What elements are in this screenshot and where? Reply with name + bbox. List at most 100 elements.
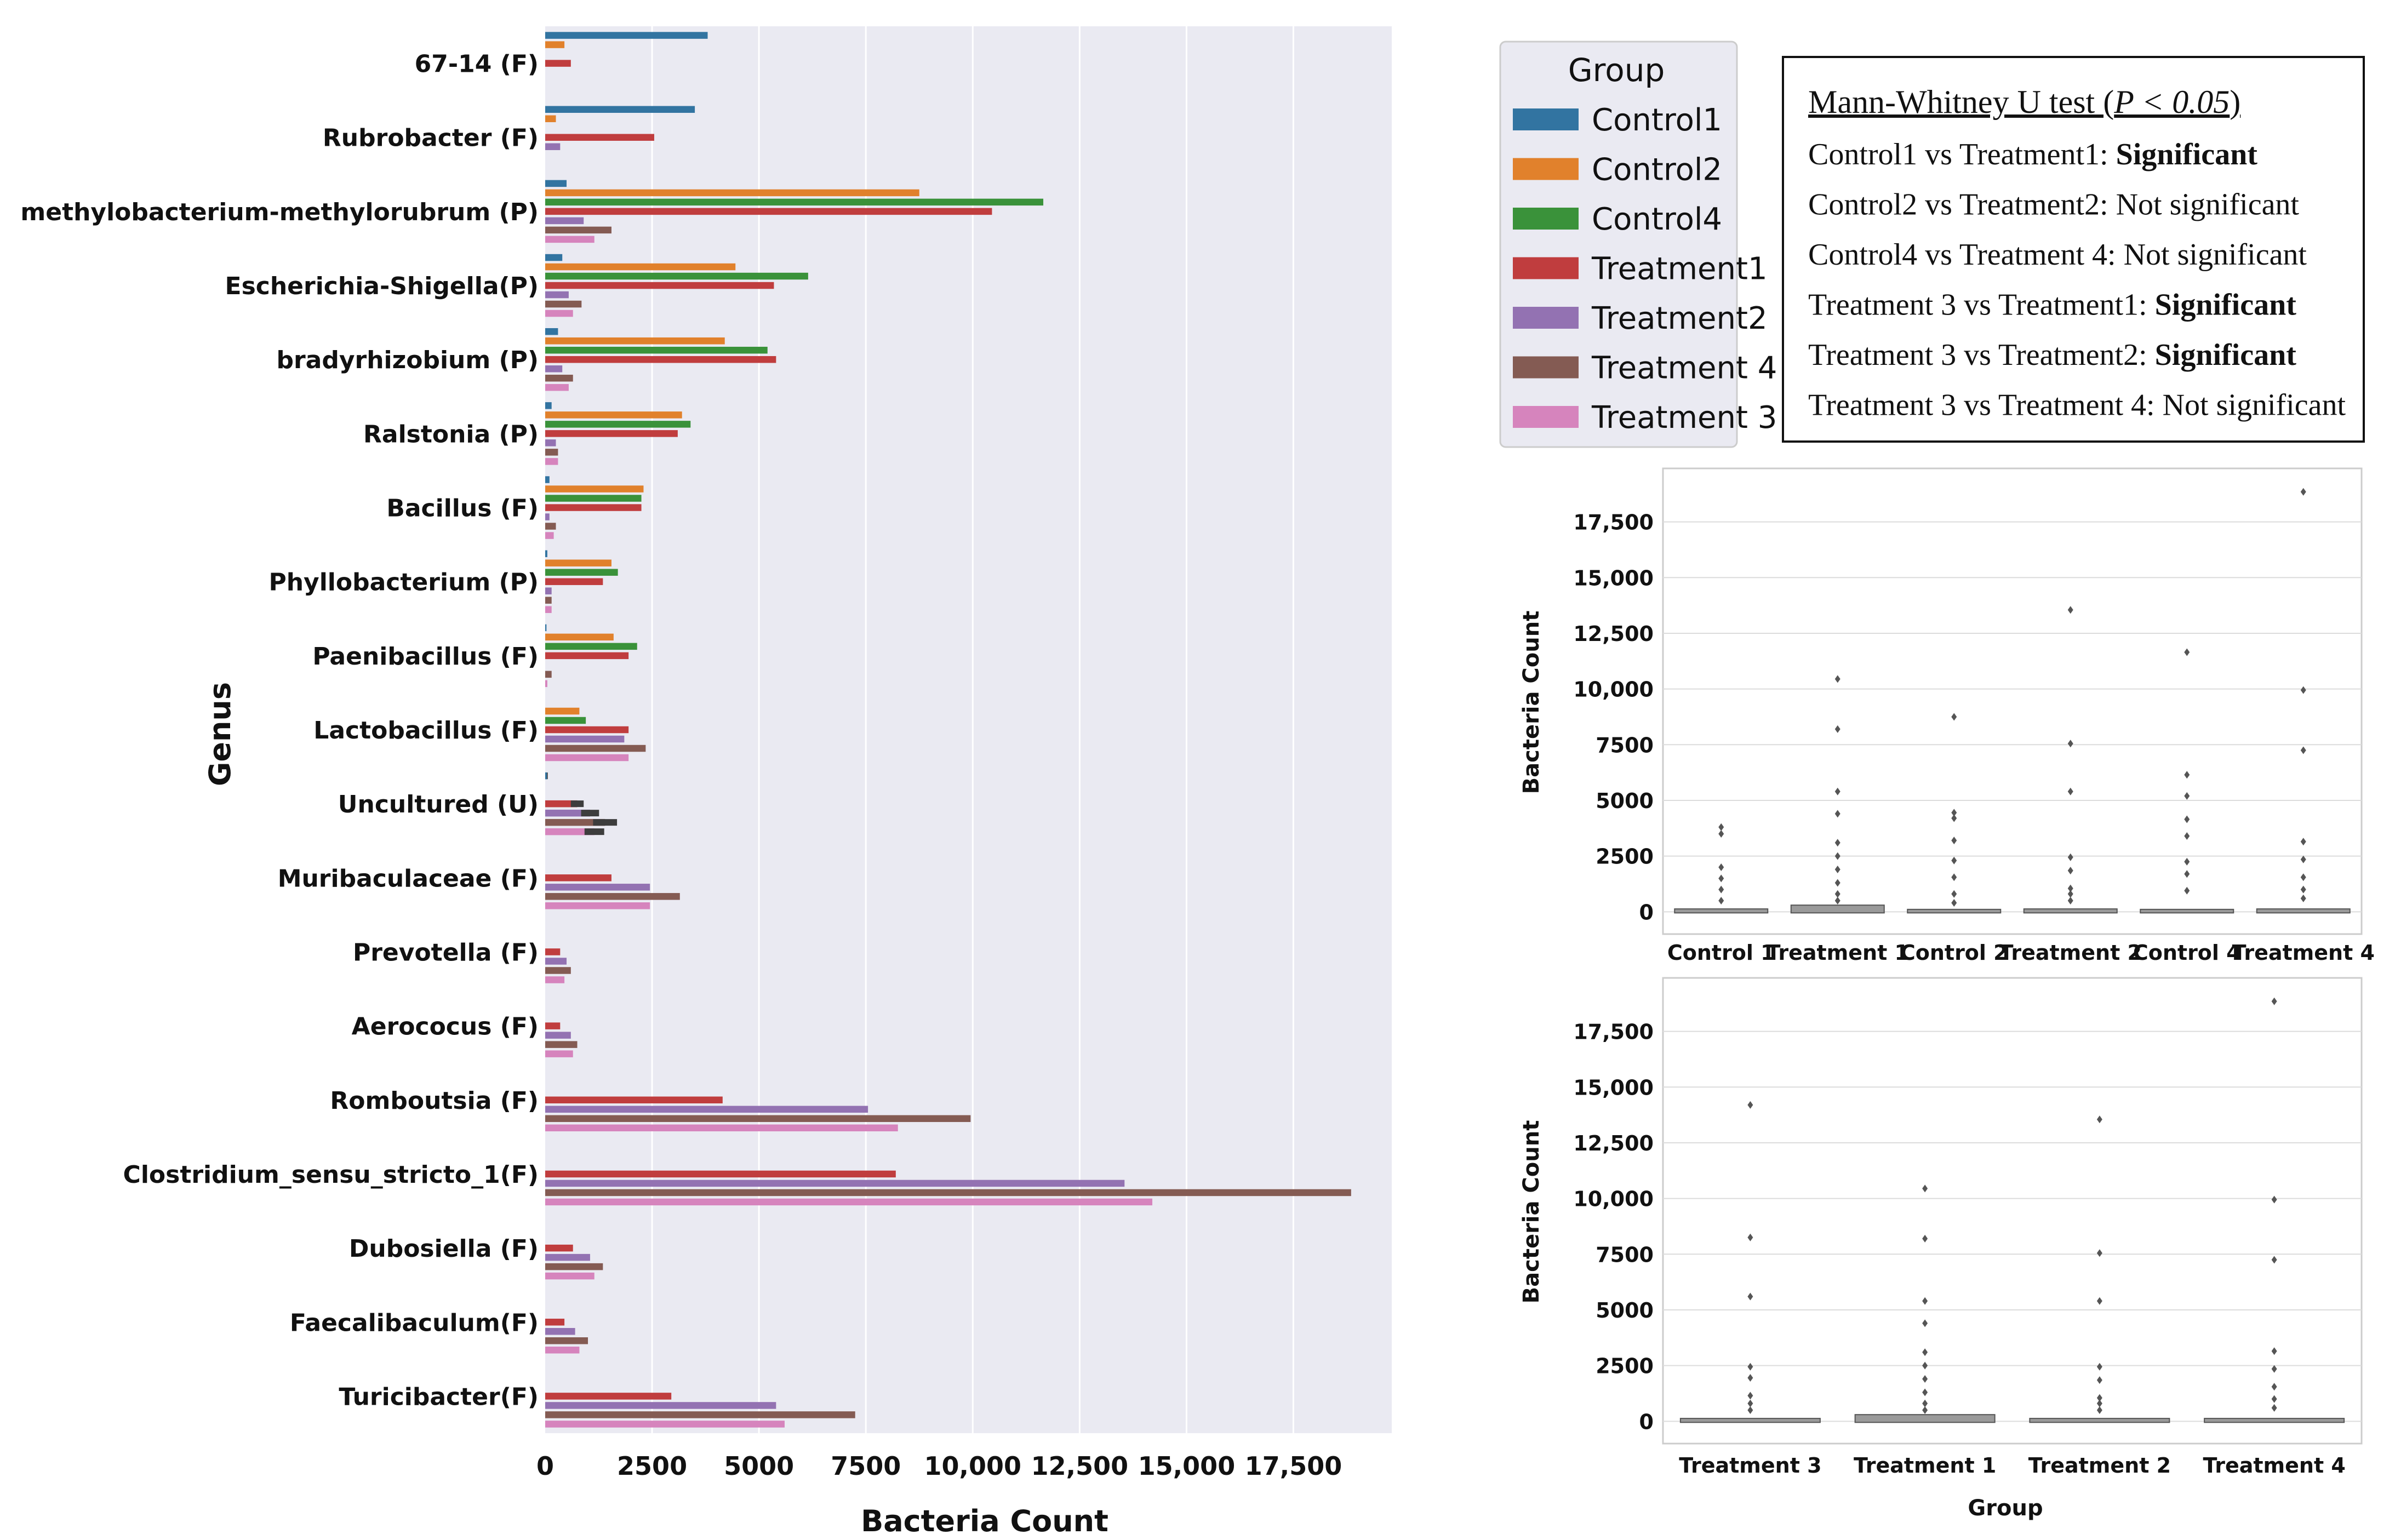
box1-outlier-control-2 [1951,814,1957,822]
box2-outlier-treatment-1 [1922,1361,1928,1370]
legend-label-treatment-3: Treatment 3 [1591,400,1777,436]
box2-outlier-treatment-4 [2271,1347,2277,1355]
stats-comparison: Control1 vs Treatment1: [1808,138,2116,171]
box1-y-tick: 7500 [1596,733,1654,757]
bar-treatment-3-lactobacillus-f [545,754,629,762]
stats-comparison-lines: Control1 vs Treatment1: SignificantContr… [1808,138,2346,422]
box2-outlier-treatment-4 [2271,1404,2277,1412]
box1-x-tick: Treatment 4 [2232,941,2375,965]
bar-control1-67-14-f [545,32,708,39]
box2-outlier-treatment-1 [1922,1388,1928,1396]
bar-treatment-4-uncultured-u [545,818,605,826]
box1-outlier-control-4 [2184,815,2190,823]
bar-control1-bacillus-f [545,476,550,483]
bar-chart-category-label: Prevotella (F) [353,938,539,966]
box1-outlier-treatment-4 [2300,885,2306,894]
bar-treatment-4-phyllobacterium-p [545,597,552,604]
box1-x-tick: Control 1 [1667,941,1775,965]
box1-outlier-control-1 [1718,863,1724,871]
bar-chart-category-label: Lactobacillus (F) [313,717,539,745]
box1-outlier-treatment-1 [1834,866,1840,874]
box1-outlier-control-4 [2184,886,2190,895]
boxplot-top-frame [1662,467,2363,935]
bar-treatment-4-prevotella-f [545,967,571,974]
bar-control1-methylobacterium-methylorubrum-p [545,180,567,187]
bar-control2-ralstonia-p [545,411,682,419]
box1-box-treatment-1 [1790,904,1885,914]
box2-y-tick: 12,500 [1573,1131,1654,1155]
bar-chart-x-tick: 17,500 [1245,1451,1342,1481]
box1-outlier-treatment-4 [2300,855,2306,863]
bar-treatment1-aerococus-f [545,1022,561,1029]
bar-control1-bradyrhizobium-p [545,328,558,335]
box2-outlier-treatment-2 [2096,1115,2102,1124]
bar-treatment2-lactobacillus-f [545,735,625,743]
stats-comparison: Treatment 3 vs Treatment 4: [1808,388,2163,422]
box1-outlier-treatment-1 [1834,725,1840,733]
boxplot-top-gridlines [1663,521,2362,913]
bar-treatment1-paenibacillus-f [545,652,629,660]
box2-outlier-treatment-2 [2096,1249,2102,1257]
bar-treatment-3-romboutsia-f [545,1124,898,1132]
bar-control1-escherichia-shigella-p [545,254,563,261]
boxplot-top: 0 2500 5000 7500 10,000 12,500 15,000 17,500 Co… [1519,467,2375,965]
box1-outlier-treatment-4 [2300,686,2306,694]
legend-swatch-control4 [1513,208,1579,230]
bar-treatment2-dubosiella-f [545,1253,590,1261]
legend-swatch-control1 [1513,108,1579,130]
box1-outlier-treatment-4 [2300,488,2306,496]
bar-treatment1-turicibacter-f [545,1393,672,1400]
stats-comparison: Treatment 3 vs Treatment2: [1808,338,2155,372]
box2-outlier-treatment-3 [1747,1292,1753,1301]
bar-control4-ralstonia-p [545,421,691,428]
box2-outlier-treatment-1 [1922,1184,1928,1193]
bar-control2-bacillus-f [545,485,644,493]
bar-treatment1-romboutsia-f [545,1096,723,1104]
box1-outlier-treatment-1 [1834,839,1840,847]
bar-treatment1-rubrobacter-f [545,134,654,141]
boxplot-bottom-x-axis-label: Group [1968,1496,2043,1521]
box1-outlier-treatment-4 [2300,873,2306,881]
legend-swatch-treatment-4 [1513,356,1579,379]
box2-outlier-treatment-4 [2271,997,2277,1005]
bar-control2-paenibacillus-f [545,633,614,641]
boxplot-top-y-axis-label: Bacteria Count [1519,611,1544,794]
bar-control2-rubrobacter-f [545,115,556,122]
bar-treatment-3-escherichia-shigella-p [545,310,573,317]
box1-x-tick: Treatment 2 [1999,941,2142,965]
box1-outlier-treatment-2 [2067,867,2073,875]
box1-outlier-treatment-4 [2300,894,2306,902]
boxplot-top-y-tick-labels: 0 2500 5000 7500 10,000 12,500 15,000 17,500 [1573,511,1654,925]
bar-chart-category-label: Rubrobacter (F) [323,124,539,152]
bar-treatment-4-escherichia-shigella-p [545,300,582,308]
stats-comparison: Control2 vs Treatment2: [1808,188,2116,222]
legend-label-treatment-4: Treatment 4 [1591,351,1777,386]
bar-treatment2-faecalibaculum-f [545,1328,575,1335]
bar-treatment1-escherichia-shigella-p [545,282,774,289]
box2-y-tick: 5000 [1596,1298,1654,1323]
box1-outlier-control-4 [2184,870,2190,878]
bar-chart-y-axis-label: Genus [203,682,237,786]
box2-box-treatment-3 [1679,1418,1821,1423]
bar-control1-phyllobacterium-p [545,550,547,557]
box1-outlier-control-2 [1951,713,1957,721]
box2-outlier-treatment-2 [2096,1394,2102,1402]
legend-swatch-control2 [1513,158,1579,180]
bar-treatment2-muribaculaceae-f [545,884,650,891]
box2-outlier-treatment-3 [1747,1392,1753,1400]
bar-treatment-4-muribaculaceae-f [545,893,680,900]
box2-outlier-treatment-1 [1922,1297,1928,1305]
legend-frame [1499,41,1738,448]
box1-outlier-control-1 [1718,885,1724,894]
bar-chart-category-label: Aerococus (F) [352,1013,539,1041]
box1-outlier-control-1 [1718,823,1724,831]
bar-treatment-3-bradyrhizobium-p [545,383,569,391]
box2-y-tick: 15,000 [1573,1075,1654,1100]
genus-bar-chart: 67-14 (F) Rubrobacter (F) methylobacterium… [20,26,1392,1538]
bar-chart-x-tick: 7500 [831,1451,901,1481]
box1-outlier-treatment-1 [1834,787,1840,795]
legend-title: Group [1568,51,1665,89]
box2-outlier-treatment-3 [1747,1406,1753,1414]
box1-outlier-treatment-4 [2300,838,2306,846]
